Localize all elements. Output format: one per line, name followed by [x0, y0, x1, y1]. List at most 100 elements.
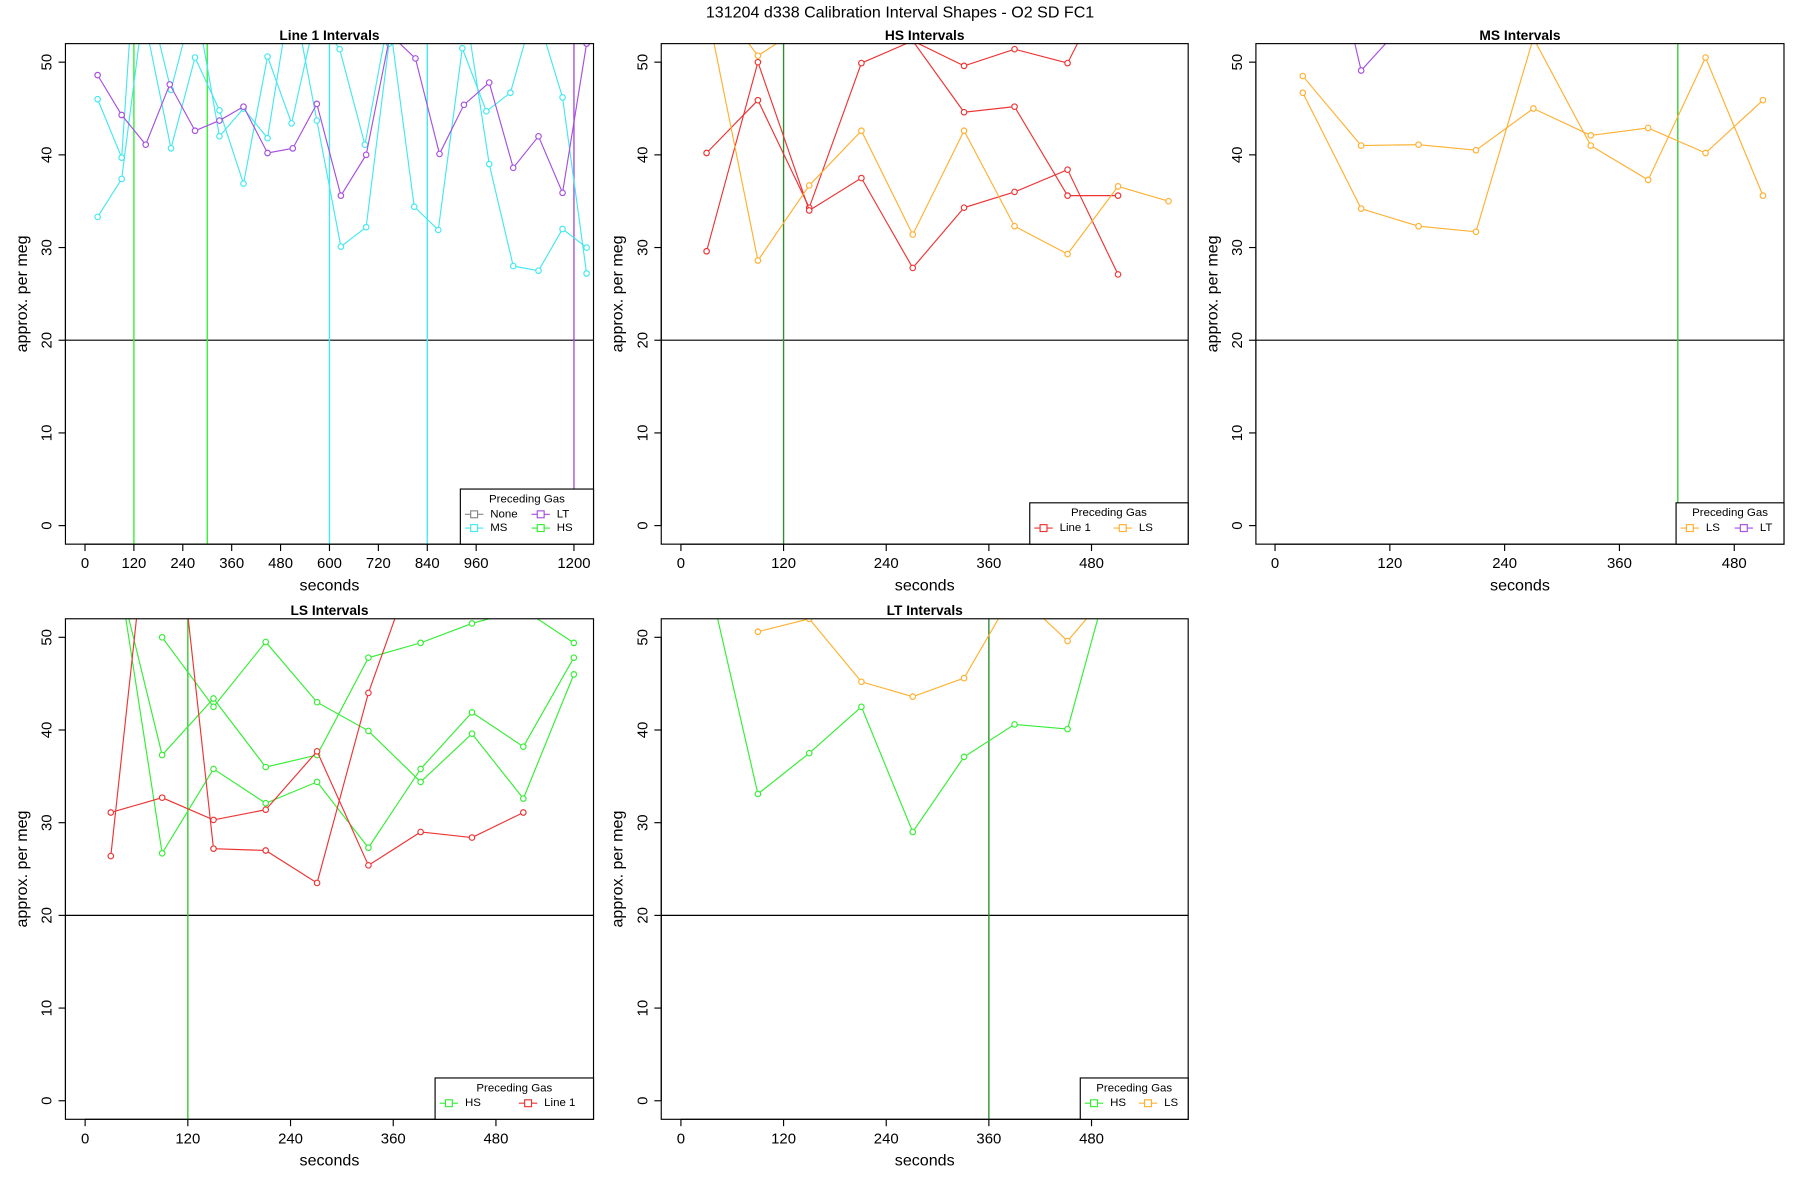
legend-box [459, 488, 595, 545]
x-tick-label: 120 [175, 1130, 200, 1147]
data-point [158, 751, 166, 759]
y-tick-label: 20 [634, 332, 651, 349]
legend-label: None [490, 508, 517, 520]
data-point [1472, 228, 1480, 236]
data-point [1644, 124, 1652, 132]
x-tick-label: 720 [366, 555, 391, 572]
data-point [754, 96, 762, 104]
data-point [1064, 192, 1071, 199]
legend-title: Preceding Gas [476, 1082, 552, 1094]
data-point [365, 861, 372, 869]
data-point [485, 79, 493, 86]
data-point [458, 44, 466, 52]
y-tick-label: 50 [39, 54, 56, 71]
x-tick-label: 240 [874, 1130, 899, 1147]
data-point [1011, 45, 1018, 53]
y-tick-label: 40 [634, 147, 651, 164]
legend-label: LT [1760, 522, 1773, 534]
data-point [509, 262, 517, 270]
legend-label: HS [1110, 1097, 1126, 1109]
x-axis-title: seconds [300, 576, 360, 594]
data-point [535, 132, 542, 140]
data-point [436, 150, 443, 158]
x-tick-label: 240 [170, 555, 195, 572]
legend: Preceding Gas LS LT [1675, 502, 1785, 545]
legend-marker [470, 524, 479, 533]
plot-frame [64, 43, 595, 545]
data-point [288, 120, 295, 127]
data-point [262, 638, 270, 646]
data-point [507, 89, 514, 97]
data-point [520, 809, 527, 816]
data-point [289, 145, 297, 152]
data-point [805, 618, 813, 623]
legend-marker [536, 524, 545, 533]
series-line [110, 750, 524, 867]
data-point [417, 778, 424, 786]
y-tick-label: 10 [39, 425, 56, 442]
data-point [417, 828, 424, 836]
legend-box [434, 1077, 595, 1120]
x-tick-label: 360 [381, 1130, 406, 1147]
plot-area [65, 43, 594, 545]
legend-title: Preceding Gas [1071, 507, 1147, 519]
data-point [1011, 721, 1018, 728]
data-point [781, 36, 787, 42]
series-line [161, 636, 575, 800]
panel: HS Intervals 0 120 240 360 480 0 10 20 30 40 50 seco… [609, 28, 1189, 594]
data-point [417, 639, 424, 647]
data-point [313, 100, 321, 108]
data-point [1357, 142, 1365, 149]
x-tick-label: 0 [677, 555, 685, 572]
data-point [410, 203, 418, 211]
legend: Preceding Gas HS LS [1079, 1077, 1189, 1120]
data-point [858, 174, 865, 182]
y-tick-label: 30 [634, 239, 651, 256]
data-point [118, 175, 125, 183]
data-point [158, 794, 166, 801]
data-point [1587, 132, 1595, 139]
y-axis-title: approx. per meg [13, 811, 31, 928]
data-point [107, 852, 115, 860]
series-line [706, 43, 1119, 210]
x-tick-label: 360 [976, 555, 1001, 572]
data-point [559, 189, 566, 197]
data-point [1415, 222, 1422, 230]
data-point [336, 45, 343, 53]
x-axis-title: seconds [1490, 576, 1550, 594]
x-tick-label: 960 [464, 555, 489, 572]
data-point [460, 101, 468, 109]
data-point [583, 43, 590, 47]
data-point [468, 709, 476, 716]
x-tick-label: 120 [1377, 555, 1402, 572]
x-tick-label: 240 [1492, 555, 1517, 572]
x-axis-title: seconds [300, 1152, 360, 1170]
data-point [468, 620, 476, 627]
data-point [520, 795, 527, 802]
figure-title: 131204 d338 Calibration Interval Shapes … [706, 4, 1094, 22]
legend-box [1079, 1077, 1189, 1120]
y-tick-label: 10 [634, 425, 651, 442]
data-point [754, 52, 762, 60]
data-point [468, 730, 476, 738]
data-point [210, 703, 217, 711]
legend-label: LS [1139, 522, 1153, 534]
data-point [1011, 103, 1018, 110]
data-point [1064, 166, 1071, 174]
data-point [166, 81, 174, 88]
y-axis-title: approx. per meg [13, 235, 31, 352]
data-point [960, 204, 968, 212]
panel: Line 1 Intervals 0 120 240 360 480 600 720 840 96… [13, 28, 595, 594]
y-axis-title: approx. per meg [609, 811, 627, 928]
y-tick-label: 0 [39, 1097, 56, 1105]
data-point [1472, 146, 1480, 154]
y-tick-label: 50 [1229, 54, 1246, 71]
legend-label: Line 1 [1060, 522, 1091, 534]
data-point [468, 834, 476, 841]
data-point [570, 654, 578, 662]
y-axis-title: approx. per meg [609, 235, 627, 352]
data-point [559, 225, 566, 233]
data-point [362, 151, 370, 159]
x-tick-label: 840 [415, 555, 440, 572]
